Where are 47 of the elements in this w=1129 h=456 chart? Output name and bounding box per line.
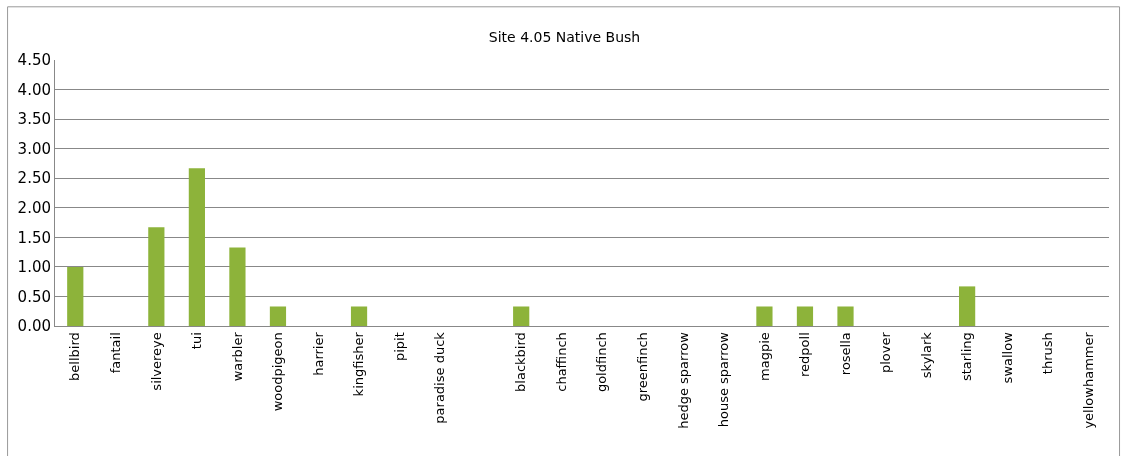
y-tick-label: 0.50: [17, 287, 51, 306]
x-tick-label: thrush: [1040, 332, 1056, 375]
x-tick-label: yellowhammer: [1080, 331, 1096, 429]
bar: [837, 306, 854, 326]
x-tick-label: pipit: [391, 332, 407, 362]
x-tick-label: paradise duck: [432, 331, 448, 424]
x-tick-label: kingfisher: [351, 331, 367, 397]
x-tick-label: plover: [878, 331, 894, 374]
bar: [148, 227, 165, 326]
y-tick-label: 3.00: [17, 139, 51, 158]
x-tick-label: magpie: [756, 332, 772, 381]
x-tick-label: redpoll: [797, 332, 813, 377]
x-tick-label: harrier: [310, 331, 326, 376]
y-tick-label: 0.00: [17, 317, 51, 336]
x-tick-label: skylark: [918, 331, 934, 379]
x-tick-label: rosella: [837, 332, 853, 376]
bar: [229, 247, 246, 326]
bar: [513, 306, 530, 326]
x-tick-label: house sparrow: [716, 331, 732, 428]
y-tick-label: 2.00: [17, 199, 51, 218]
y-tick-label: 1.50: [17, 228, 51, 247]
y-tick-label: 4.00: [17, 80, 51, 99]
x-tick-label: goldfinch: [594, 332, 610, 393]
bar: [959, 286, 976, 326]
x-tick-label: greenfinch: [635, 332, 651, 402]
x-tick-label: tui: [189, 332, 205, 350]
bar: [796, 306, 814, 326]
bar: [188, 168, 205, 326]
x-tick-label: warbler: [229, 331, 245, 382]
y-tick-label: 2.50: [17, 169, 51, 188]
x-tick-label: swallow: [999, 331, 1015, 384]
y-tick-label: 3.50: [17, 110, 51, 129]
bar: [67, 266, 84, 326]
x-tick-label: fantail: [108, 332, 124, 374]
bar: [756, 306, 773, 326]
x-tick-label: starling: [959, 332, 975, 382]
x-tick-label: chaffinch: [553, 332, 569, 392]
bar: [350, 306, 368, 326]
x-tick-label: hedge sparrow: [675, 331, 691, 429]
y-tick-label: 1.00: [17, 258, 51, 277]
bar: [269, 306, 287, 326]
y-tick-label: 4.50: [17, 51, 51, 70]
x-tick-label: silvereye: [148, 332, 164, 391]
x-tick-label: bellbird: [67, 332, 83, 381]
x-tick-label: blackbird: [513, 332, 529, 392]
chart-title: Site 4.05 Native Bush: [488, 28, 641, 45]
x-tick-label: woodpigeon: [270, 332, 286, 412]
